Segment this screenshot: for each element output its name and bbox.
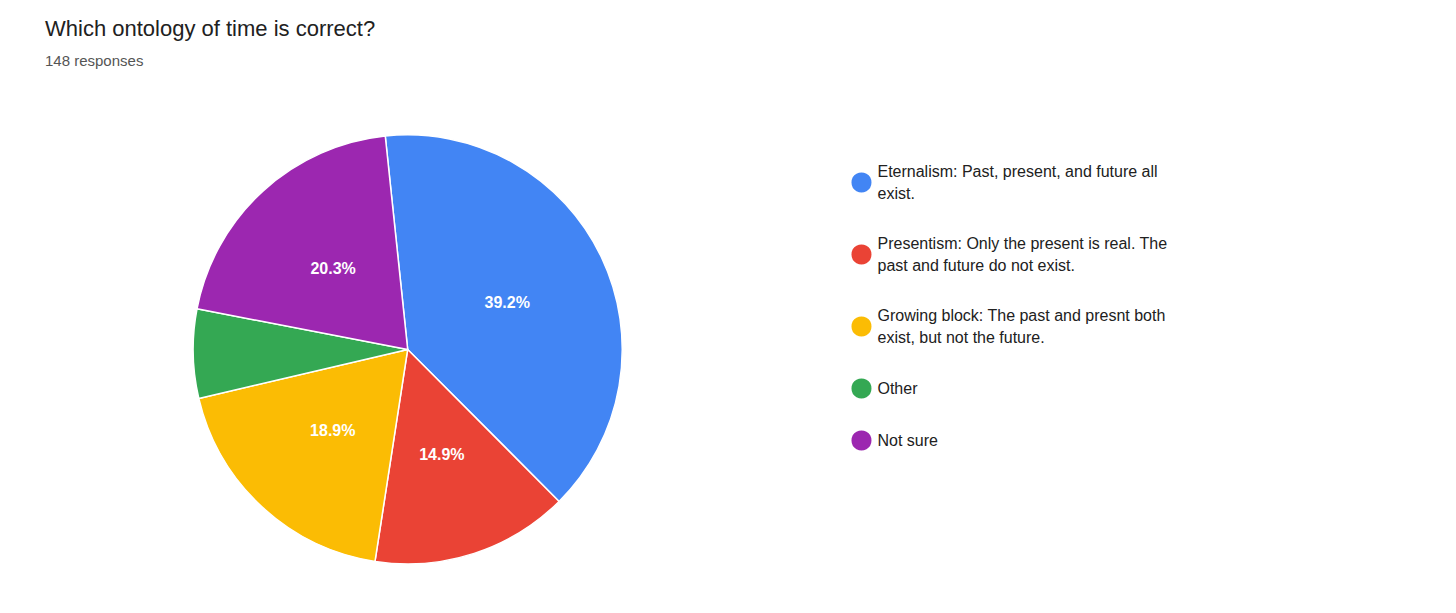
svg-text:20.3%: 20.3% <box>310 260 355 277</box>
svg-text:Other: Other <box>877 380 918 397</box>
svg-text:39.2%: 39.2% <box>485 294 530 311</box>
svg-text:past and future do not exist.: past and future do not exist. <box>877 257 1074 274</box>
svg-text:Eternalism: Past, present, and: Eternalism: Past, present, and future al… <box>877 163 1157 180</box>
svg-text:Presentism: Only the present i: Presentism: Only the present is real. Th… <box>877 235 1167 252</box>
svg-text:Which ontology of time is corr: Which ontology of time is correct? <box>45 16 375 41</box>
svg-text:Growing block: The past and pr: Growing block: The past and presnt both <box>877 307 1165 324</box>
svg-text:exist.: exist. <box>877 185 914 202</box>
svg-text:Not sure: Not sure <box>877 432 938 449</box>
svg-text:14.9%: 14.9% <box>419 446 464 463</box>
svg-text:exist, but not the future.: exist, but not the future. <box>877 329 1044 346</box>
svg-text:148 responses: 148 responses <box>45 52 143 69</box>
svg-text:18.9%: 18.9% <box>310 422 355 439</box>
